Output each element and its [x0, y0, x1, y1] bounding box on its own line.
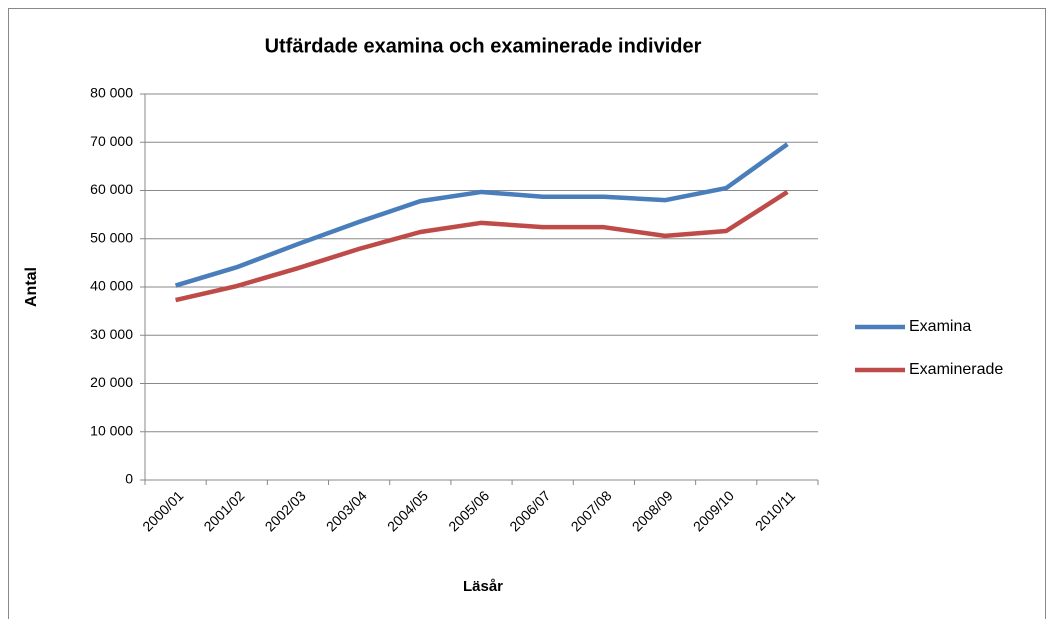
legend-label: Examinerade [909, 361, 1003, 378]
y-tick-label: 10 000 [90, 422, 133, 438]
x-axis-label: Läsår [463, 578, 503, 595]
y-tick-label: 0 [125, 471, 133, 487]
y-tick-label: 80 000 [90, 85, 133, 101]
y-tick-label: 20 000 [90, 374, 133, 390]
y-tick-label: 40 000 [90, 278, 133, 294]
series-line [175, 190, 789, 303]
y-tick-label: 70 000 [90, 133, 133, 149]
chart-title: Utfärdade examina och examinerade indivi… [265, 35, 702, 57]
y-tick-label: 60 000 [90, 181, 133, 197]
y-tick-label: 30 000 [90, 326, 133, 342]
chart-border [8, 8, 1046, 619]
y-axis-label: Antal [23, 267, 40, 307]
y-tick-label: 50 000 [90, 229, 133, 245]
legend-label: Examina [909, 318, 971, 335]
series-line [174, 142, 789, 288]
